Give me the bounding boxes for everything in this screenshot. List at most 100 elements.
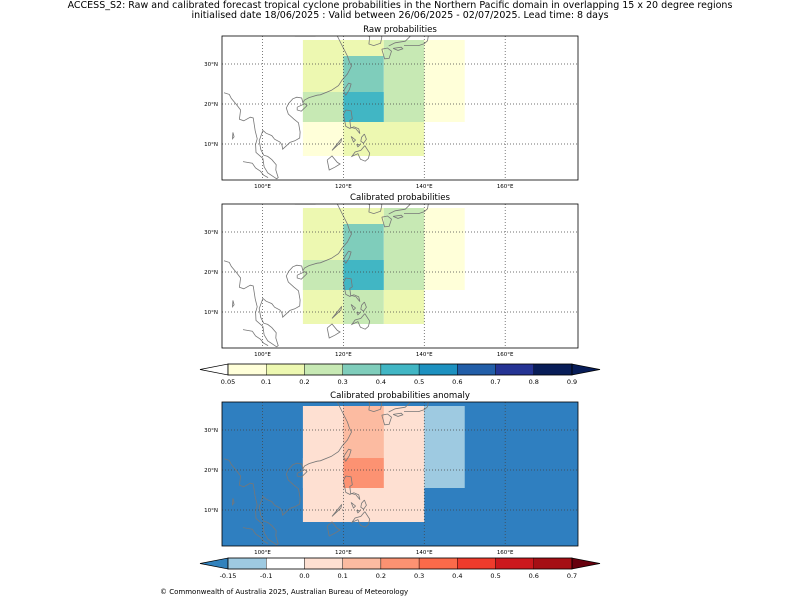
coastline-segment — [381, 47, 392, 60]
lon-tick-label: 120°E — [335, 550, 352, 556]
region-cell — [343, 40, 384, 56]
colorbar-segment — [266, 363, 305, 376]
graticule — [222, 402, 578, 546]
map-frame — [221, 203, 579, 349]
map-panel-3: Calibrated probabilities anomaly 100°E 120… — [204, 391, 579, 556]
colorbar-segment — [495, 363, 534, 376]
colorbar-under-arrow — [199, 557, 229, 570]
colorbar-segment — [227, 363, 267, 376]
coastline-segment — [350, 502, 357, 509]
colorbar-segment — [227, 557, 267, 570]
colorbar-segment — [457, 363, 496, 376]
colorbar-segment — [342, 363, 382, 376]
colorbar-tick-label: 0.1 — [261, 378, 271, 386]
coastline-segment — [232, 132, 235, 141]
colorbar-over-arrow — [571, 557, 601, 570]
colorbar-segment — [304, 557, 343, 570]
colorbar-tick-label: 0.8 — [529, 378, 539, 386]
coastline-segment — [342, 109, 361, 134]
region-cell — [424, 40, 465, 122]
lon-tick-label: 160°E — [497, 184, 514, 190]
coastline-segment — [343, 82, 352, 96]
graticule — [222, 36, 578, 180]
coastline-segment — [326, 521, 341, 537]
lon-tick-label: 160°E — [497, 352, 514, 358]
colorbar-tick-label: 0.2 — [299, 378, 309, 386]
figure-title-line-2: initialised date 18/06/2025 : Valid betw… — [191, 10, 609, 21]
region-cell — [302, 260, 344, 290]
coastline-segment — [242, 329, 269, 346]
colorbar-segment — [342, 557, 382, 570]
lon-tick-label: 120°E — [335, 352, 352, 358]
coastline-segment — [404, 204, 429, 215]
colorbar-tick-label: 0.4 — [452, 572, 462, 580]
coastline-segment — [404, 402, 429, 413]
coastline-segment — [331, 504, 343, 517]
colorbar-tick-label: 0.7 — [490, 378, 500, 386]
coastline-segment — [350, 313, 371, 330]
probability-colorbar: 0.05 0.1 0.2 0.3 0.4 0.5 0.6 0.7 0.8 0.9 — [199, 363, 601, 386]
coastline-segment — [232, 498, 235, 507]
coastline — [223, 402, 429, 546]
map-panel-1: Raw probabilities 100°E 120°E 140°E 160°E 10°… — [204, 25, 579, 190]
colorbar-tick-label: 0.6 — [529, 572, 539, 580]
coastline-segment — [356, 312, 361, 316]
coastline-segment — [388, 204, 411, 215]
colorbar-tick-label: 0.6 — [452, 378, 462, 386]
colorbar-tick-label: -0.15 — [220, 572, 237, 580]
lat-tick-label: 30°N — [204, 62, 218, 68]
coastline-segment — [223, 204, 352, 348]
panel-title: Calibrated probabilities — [350, 193, 451, 203]
region-cell — [343, 406, 384, 422]
coastline-segment — [223, 36, 352, 180]
region-cell — [383, 208, 425, 224]
coastline-segment — [350, 304, 357, 311]
lat-tick-label: 30°N — [204, 428, 218, 434]
lat-tick-label: 30°N — [204, 230, 218, 236]
colorbar-tick-label: 0.5 — [490, 572, 500, 580]
lat-tick-label: 10°N — [204, 508, 218, 514]
region-cell — [343, 488, 384, 522]
lon-tick-label: 140°E — [416, 184, 433, 190]
region-cell — [343, 458, 384, 488]
lon-tick-label: 120°E — [335, 184, 352, 190]
colorbar-segment — [304, 363, 343, 376]
colorbar-frame — [227, 363, 573, 376]
coastline-segment — [350, 145, 371, 162]
coastline-segment — [342, 475, 361, 500]
map-panel-2: Calibrated probabilities 100°E 120°E 140°E 1… — [204, 193, 579, 358]
region-cell — [424, 208, 465, 290]
panel-title: Raw probabilities — [363, 25, 437, 35]
colorbar-tick-label: 0.9 — [567, 378, 577, 386]
coastline-segment — [350, 511, 371, 528]
coastline-segment — [392, 46, 404, 51]
colorbar-tick-label: 0.7 — [567, 572, 577, 580]
coastline-segment — [326, 155, 341, 171]
colorbar-tick-label: 0.05 — [221, 378, 235, 386]
region-cell — [302, 458, 344, 488]
map-frame — [221, 35, 579, 181]
region-cell — [343, 290, 384, 324]
coastline-segment — [367, 402, 383, 413]
colorbar-segment — [495, 557, 534, 570]
lat-tick-label: 20°N — [204, 270, 218, 276]
colorbar-tick-label: 0.3 — [414, 572, 424, 580]
region-cell — [343, 208, 384, 224]
region-cell — [343, 260, 384, 290]
lat-tick-label: 10°N — [204, 310, 218, 316]
lon-tick-label: 100°E — [254, 184, 271, 190]
colorbar-tick-label: 0.5 — [414, 378, 424, 386]
colorbar-segment — [418, 557, 458, 570]
coastline-segment — [326, 323, 341, 339]
copyright-footer: © Commonwealth of Australia 2025, Austra… — [160, 588, 409, 596]
coastline-segment — [331, 138, 343, 151]
colorbar-tick-label: 0.0 — [299, 572, 309, 580]
coastline-segment — [360, 301, 367, 312]
colorbar-tick-label: -0.1 — [260, 572, 273, 580]
colorbar-segment — [533, 557, 573, 570]
coastline-segment — [350, 136, 357, 143]
lat-tick-label: 10°N — [204, 142, 218, 148]
colorbar-segment — [533, 363, 573, 376]
coastline-segment — [356, 144, 361, 148]
